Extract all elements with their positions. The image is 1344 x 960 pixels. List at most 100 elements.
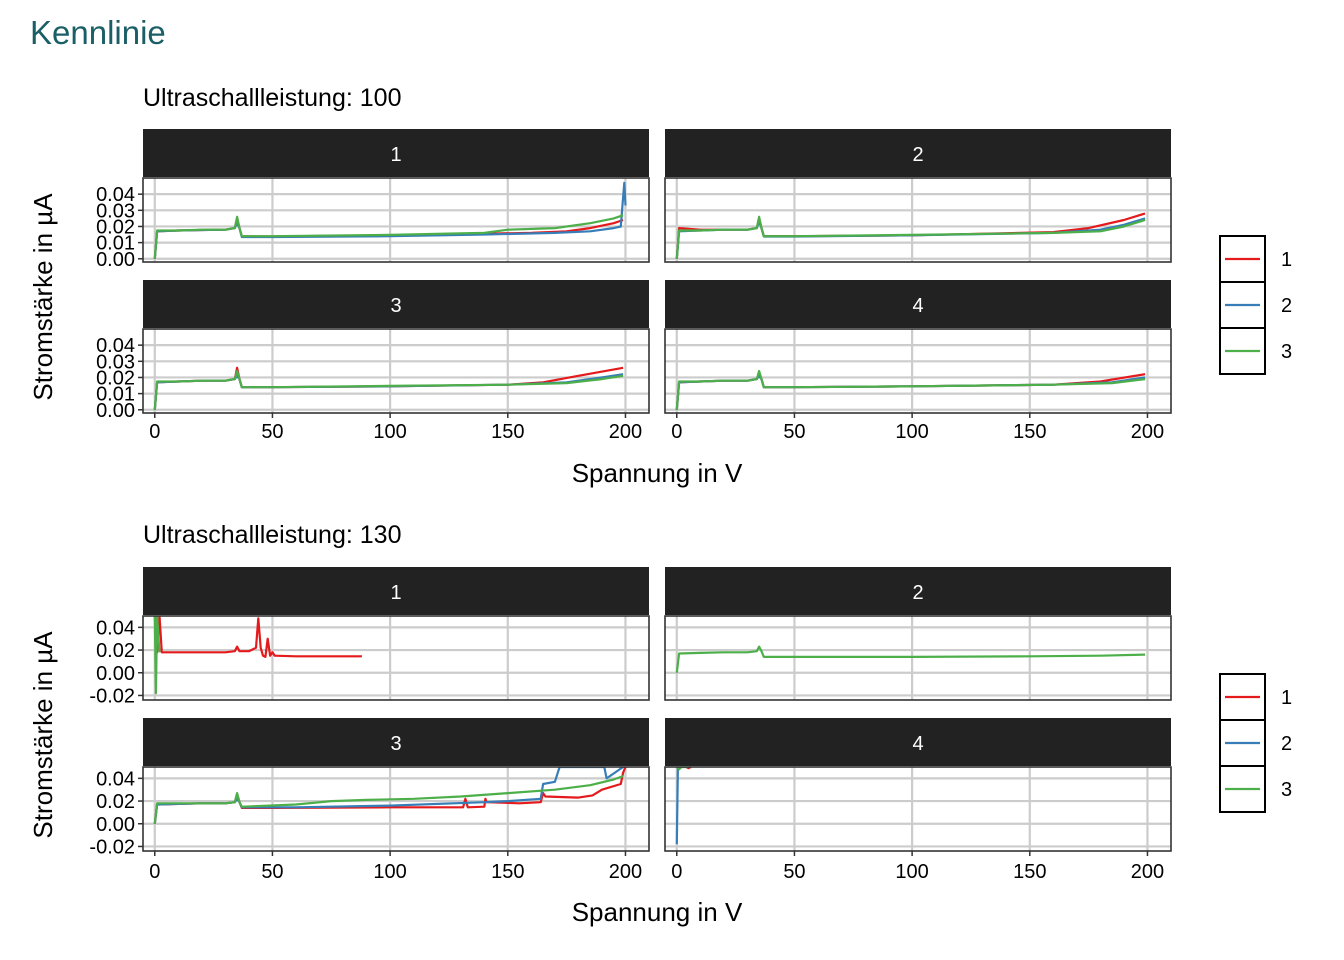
x-tick-label: 100 [895,421,928,443]
legend-label: 2 [1281,733,1292,755]
facet-strip [665,718,1171,766]
legend-label: 3 [1281,341,1292,363]
facet-strip-label: 3 [390,295,401,317]
y-tick-label: -0.02 [89,685,135,707]
x-tick-label: 50 [783,421,805,443]
x-tick-label: 0 [149,421,160,443]
facet-strip-label: 1 [390,582,401,604]
facet-panel-2: 2 [664,567,1172,701]
panel-border [142,328,650,414]
x-tick-label: 50 [261,861,283,883]
series-line-2 [675,217,1146,259]
facet-strip [143,567,649,615]
y-tick-label: 0.03 [96,200,135,222]
x-tick-label: 200 [1131,421,1164,443]
facet-strip [143,129,649,177]
y-tick-label: 0.04 [96,335,135,357]
series-line-1 [153,366,624,410]
facet-panel-1: 1 -0.020.000.020.04 [89,567,650,707]
x-tick-label: 0 [671,421,682,443]
y-tick-label: 0.00 [96,814,135,836]
x-tick-label: 200 [609,861,642,883]
facet-strip-label: 1 [390,144,401,166]
y-tick-label: 0.04 [96,184,135,206]
y-tick-label: 0.03 [96,351,135,373]
facet-strip [665,567,1171,615]
x-tick-label: 50 [783,861,805,883]
panel-border [142,615,650,701]
facet-strip-label: 3 [390,733,401,755]
y-tick-label: 0.02 [96,367,135,389]
y-tick-label: 0.00 [96,249,135,271]
y-tick-label: 0.00 [96,400,135,422]
x-axis-title: Spannung in V [572,458,743,488]
legend: 1 2 3 [1219,235,1292,375]
facet-panel-3: 3 0.000.010.020.030.04 0 50 100 150 200 [96,280,650,443]
series-line-3 [675,369,1146,410]
y-tick-label: 0.04 [96,768,135,790]
facet-strip [143,718,649,766]
series-line-3 [675,215,1146,259]
x-axis-title: Spannung in V [572,897,743,927]
chart-subtitle: Ultraschallleistung: 100 [143,84,401,112]
x-tick-label: 0 [671,861,682,883]
x-tick-label: 150 [491,421,524,443]
y-tick-label: 0.02 [96,216,135,238]
facet-strip-label: 4 [912,733,923,755]
facet-strip-label: 2 [912,144,923,166]
x-tick-label: 200 [1131,861,1164,883]
series-line-3 [153,775,624,824]
x-tick-label: 50 [261,421,283,443]
y-tick-label: 0.01 [96,384,135,406]
y-tick-label: 0.02 [96,640,135,662]
series-line-3 [153,369,624,410]
legend-label: 1 [1281,249,1292,271]
facet-panel-1: 1 0.000.010.020.030.04 [96,129,650,271]
y-tick-label: 0.01 [96,233,135,255]
legend-label: 1 [1281,687,1292,709]
panel-border [142,177,650,263]
series-line-1 [153,616,362,658]
legend: 1 2 3 [1219,673,1292,813]
series-line-3 [153,616,161,695]
x-tick-label: 100 [373,861,406,883]
y-axis-title: Stromstärke in µA [28,193,58,401]
facet-strip-label: 2 [912,582,923,604]
facet-strip [665,280,1171,328]
chart-subtitle: Ultraschallleistung: 130 [143,521,401,549]
series-line-3 [153,214,624,259]
series-line-2 [153,767,624,824]
facet-strip [665,129,1171,177]
facet-panel-3: 3 -0.020.000.020.04 0 50 100 150 200 [89,718,650,883]
series-line-2 [675,767,682,845]
facet-strip-label: 4 [912,295,923,317]
y-axis-title: Stromstärke in µA [28,631,58,839]
x-tick-label: 100 [895,861,928,883]
panel-border [142,766,650,852]
legend-label: 3 [1281,779,1292,801]
series-line-1 [153,217,624,259]
facet-panel-4: 4 0 50 100 150 200 [664,718,1172,883]
x-tick-label: 200 [609,421,642,443]
panel-border [664,328,1172,414]
series-line-1 [675,373,1146,410]
series-line-3 [675,645,1146,673]
x-tick-label: 100 [373,421,406,443]
y-tick-label: 0.00 [96,663,135,685]
facet-panel-2: 2 [664,129,1172,263]
panel-border [664,615,1172,701]
panel-border [664,177,1172,263]
figure-title: Kennlinie [30,14,166,51]
series-line-3 [676,767,689,771]
panel-border [664,766,1172,852]
x-tick-label: 150 [1013,421,1046,443]
charts: Ultraschallleistung: 10010.000.010.020.0… [28,84,1292,927]
y-tick-label: 0.04 [96,617,135,639]
facet-panel-4: 4 0 50 100 150 200 [664,280,1172,443]
chart-block-1: Ultraschallleistung: 10010.000.010.020.0… [28,84,1292,488]
legend-label: 2 [1281,295,1292,317]
y-tick-label: -0.02 [89,836,135,858]
x-tick-label: 150 [1013,861,1046,883]
x-tick-label: 150 [491,861,524,883]
